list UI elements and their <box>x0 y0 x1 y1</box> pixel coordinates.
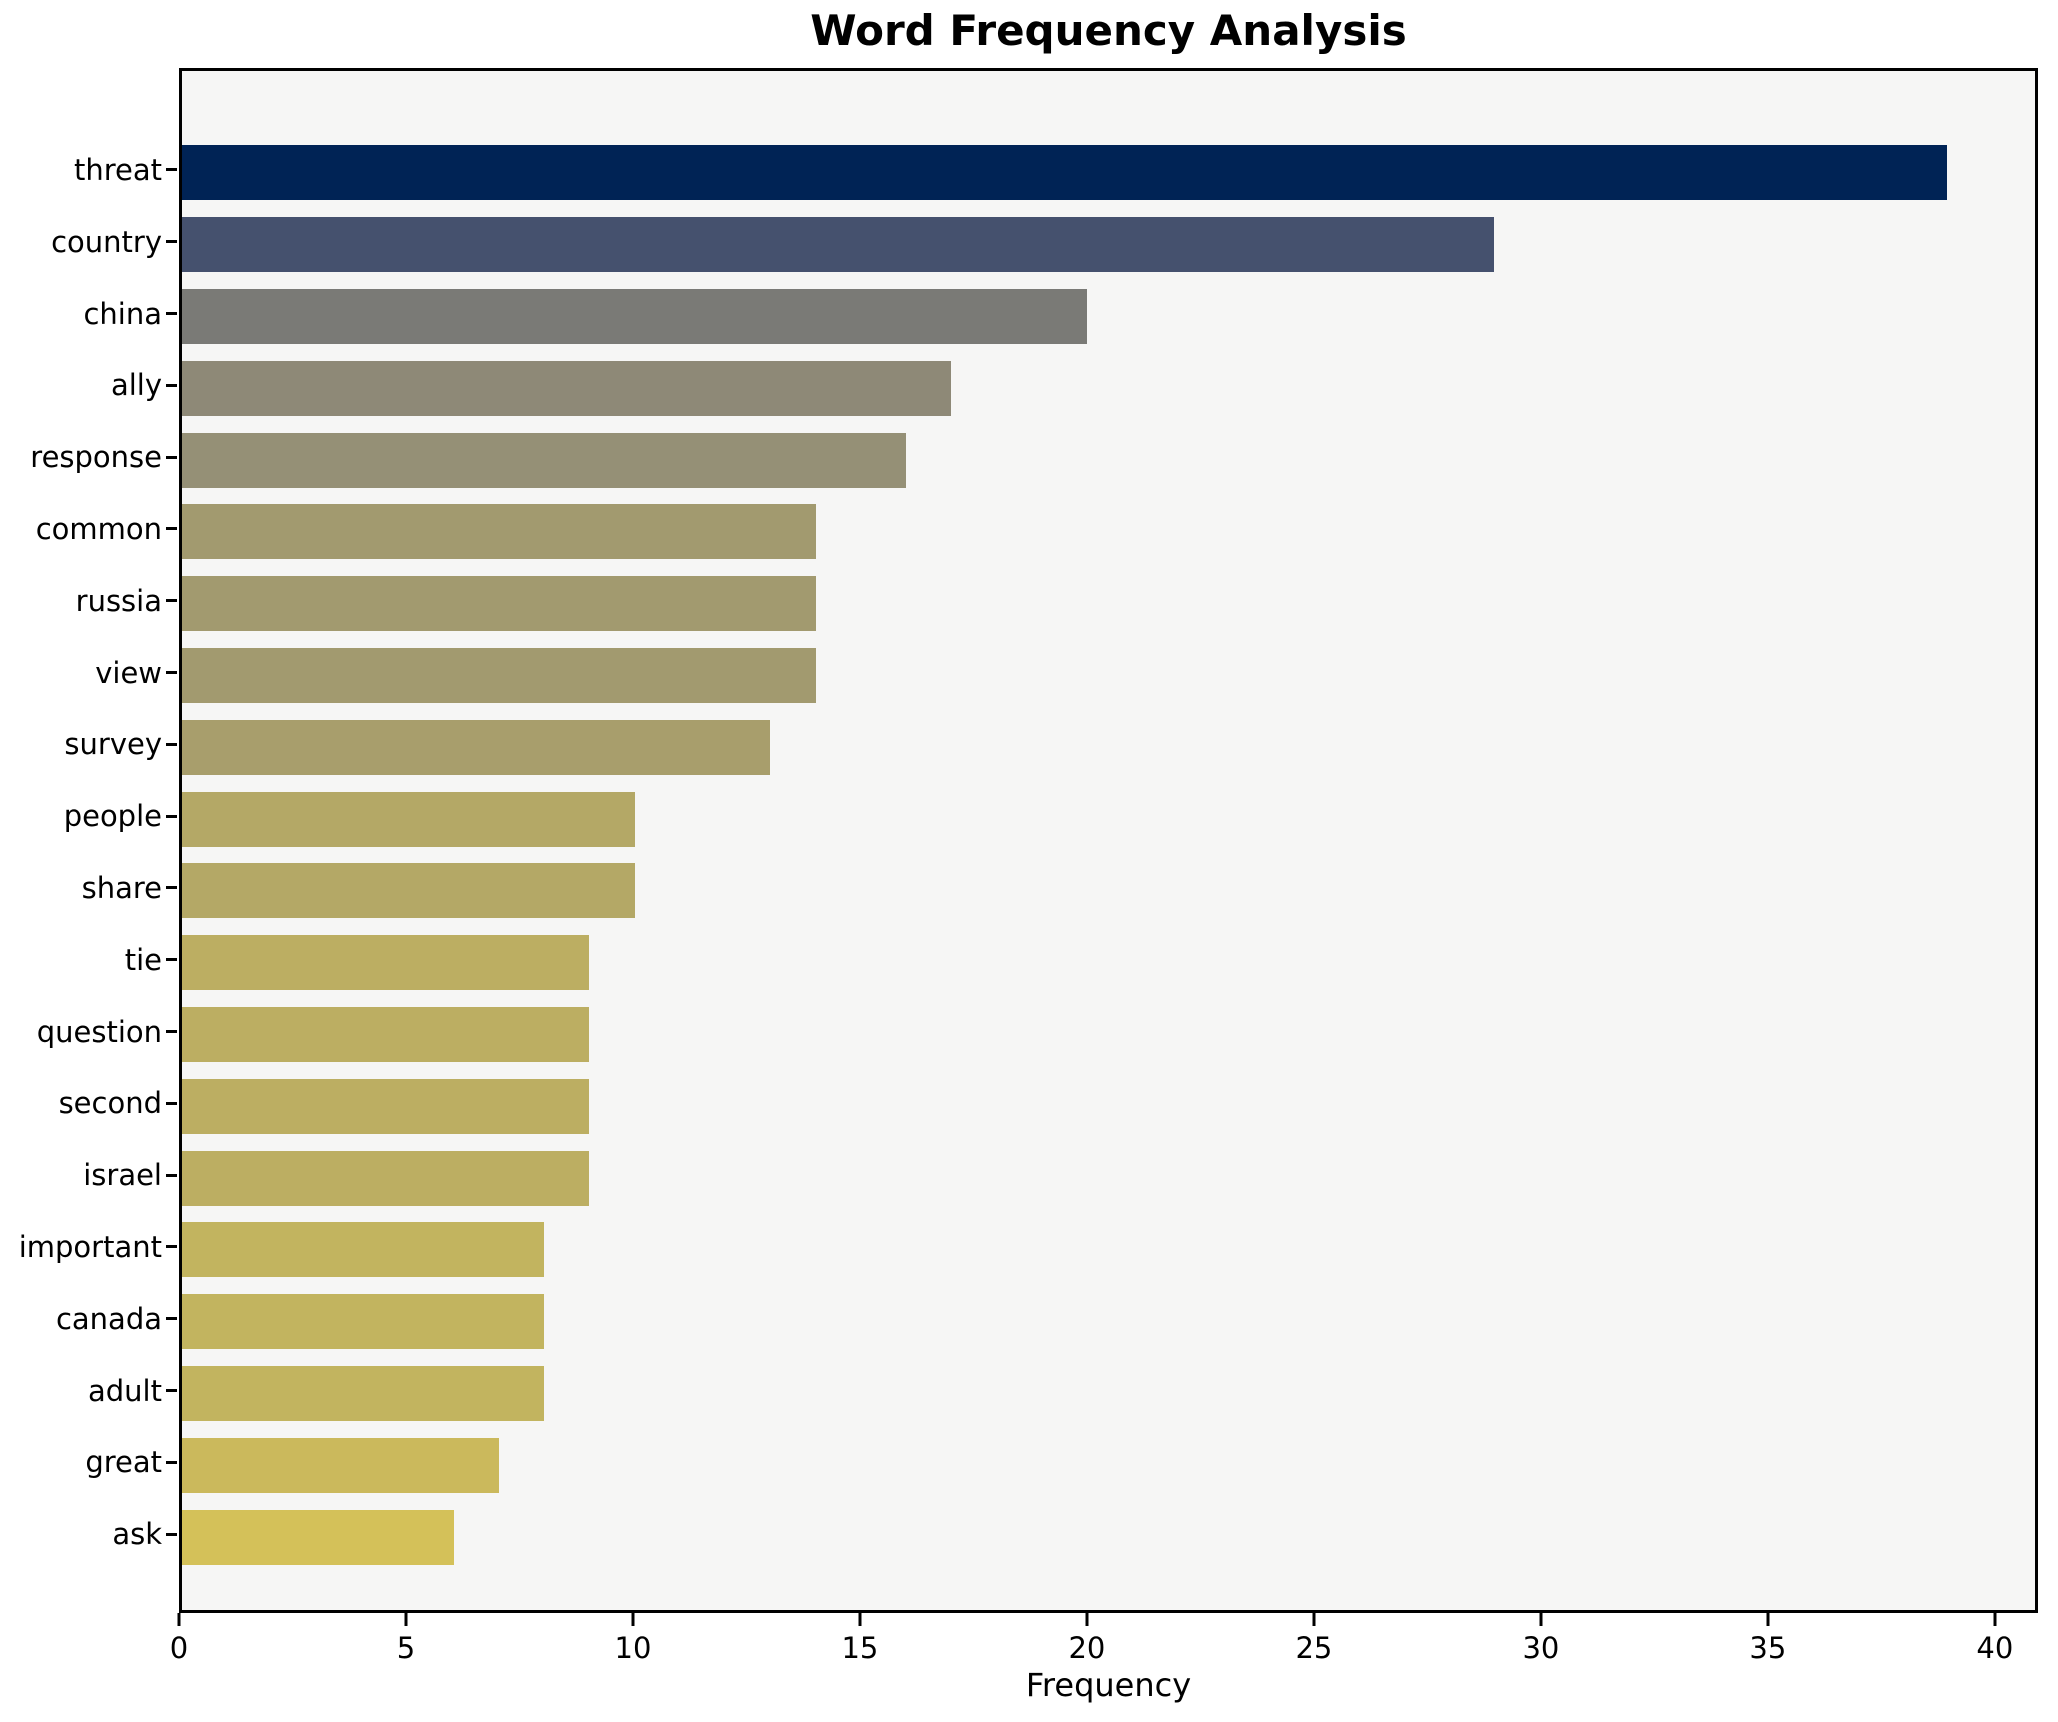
y-tick-mark <box>166 1245 177 1249</box>
y-tick-mark <box>166 527 177 531</box>
bar <box>182 289 1087 344</box>
bar <box>182 1509 454 1565</box>
y-tick-mark <box>166 886 177 890</box>
bar <box>182 432 906 488</box>
y-tick-mark <box>166 383 177 387</box>
bar <box>182 1150 590 1206</box>
bar <box>182 576 816 632</box>
bar <box>182 719 771 775</box>
y-tick-mark <box>166 240 177 244</box>
y-axis-labels: threat country china ally response common russ… <box>0 0 177 1722</box>
y-tick-mark <box>166 742 177 746</box>
bar <box>182 145 1947 201</box>
bar <box>182 1437 499 1493</box>
x-tick-label: 35 <box>1749 1631 1787 1665</box>
y-tick-label: common <box>35 511 162 546</box>
y-tick-mark <box>166 599 177 603</box>
y-tick-label: survey <box>64 727 162 762</box>
y-tick-mark <box>166 958 177 962</box>
x-tick-mark <box>177 1613 181 1626</box>
bar <box>182 504 816 560</box>
bar <box>182 935 590 991</box>
x-tick-mark <box>631 1613 635 1626</box>
y-tick-label: ask <box>112 1517 162 1552</box>
bar <box>182 863 635 919</box>
y-tick-mark <box>166 1101 177 1105</box>
x-tick-label: 10 <box>614 1631 652 1665</box>
bar <box>182 1366 544 1421</box>
y-tick-label: canada <box>55 1301 162 1336</box>
y-tick-mark <box>166 312 177 315</box>
bar <box>182 791 635 847</box>
y-tick-label: tie <box>124 942 162 977</box>
y-tick-mark <box>166 168 177 172</box>
y-tick-label: question <box>36 1014 162 1049</box>
x-tick-label: 25 <box>1295 1631 1333 1665</box>
y-tick-mark <box>166 814 177 818</box>
y-tick-label: second <box>58 1086 162 1121</box>
y-tick-label: ally <box>110 368 162 403</box>
y-tick-mark <box>166 1460 177 1464</box>
y-tick-label: great <box>85 1445 162 1480</box>
y-tick-label: russia <box>75 583 162 618</box>
y-tick-label: threat <box>73 152 162 187</box>
x-axis: 0 5 10 15 20 25 30 35 40 <box>170 1613 2038 1683</box>
y-tick-mark <box>166 1030 177 1033</box>
x-tick-mark <box>1085 1613 1089 1626</box>
bar <box>182 1294 544 1350</box>
y-tick-mark <box>166 455 177 459</box>
x-tick-mark <box>404 1613 408 1626</box>
y-tick-label: israel <box>83 1158 162 1193</box>
y-tick-mark <box>166 1317 177 1321</box>
y-tick-label: people <box>63 799 162 834</box>
x-tick-label: 30 <box>1522 1631 1560 1665</box>
bar <box>182 1078 590 1134</box>
x-tick-mark <box>1539 1613 1543 1626</box>
bar <box>182 217 1495 273</box>
y-tick-mark <box>166 671 177 674</box>
y-tick-label: important <box>18 1229 162 1264</box>
y-tick-label: response <box>30 440 162 475</box>
plot-area <box>179 68 2038 1613</box>
x-tick-mark <box>858 1613 862 1626</box>
x-tick-label: 20 <box>1068 1631 1106 1665</box>
x-axis-title: Frequency <box>1025 1666 1192 1704</box>
y-tick-mark <box>166 1173 177 1177</box>
bar <box>182 1222 544 1278</box>
x-tick-mark <box>1312 1613 1316 1626</box>
bar <box>182 360 952 416</box>
y-tick-label: adult <box>88 1373 162 1408</box>
y-tick-label: share <box>81 870 162 905</box>
x-tick-mark <box>1993 1613 1997 1626</box>
y-tick-label: view <box>95 655 162 690</box>
x-tick-label: 40 <box>1976 1631 2014 1665</box>
x-tick-label: 15 <box>841 1631 879 1665</box>
bar <box>182 648 816 703</box>
x-tick-label: 0 <box>169 1631 189 1665</box>
y-tick-label: china <box>83 296 162 331</box>
bar <box>182 1007 590 1062</box>
x-tick-mark <box>1766 1613 1770 1626</box>
chart-title: Word Frequency Analysis <box>810 6 1407 55</box>
x-tick-label: 5 <box>396 1631 416 1665</box>
y-tick-label: country <box>51 224 162 259</box>
y-tick-mark <box>166 1389 177 1392</box>
y-tick-mark <box>166 1532 177 1536</box>
